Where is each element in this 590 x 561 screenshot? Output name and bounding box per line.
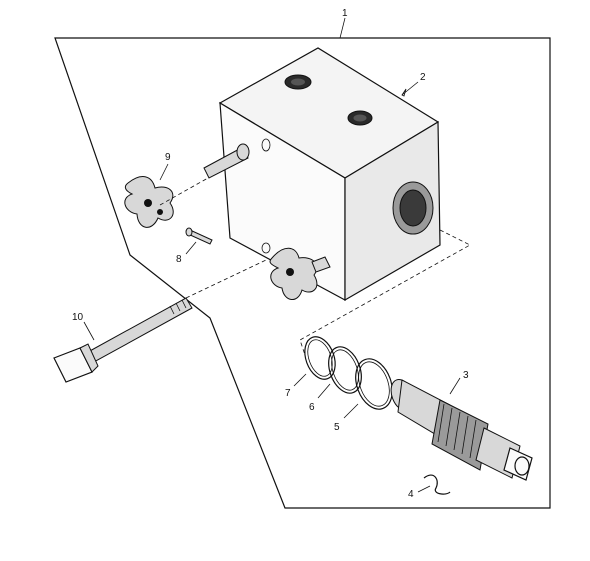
leader-3	[449, 377, 461, 395]
o-ring-7	[304, 336, 336, 380]
leader-1	[339, 17, 346, 39]
leader-4	[417, 485, 431, 493]
callout-2: 2	[420, 72, 426, 83]
pin-8	[185, 227, 213, 245]
leader-5	[343, 403, 359, 419]
callout-8: 8	[176, 254, 182, 265]
leader-7	[293, 373, 307, 387]
align-dash-1	[159, 177, 209, 206]
callout-1: 1	[342, 8, 348, 19]
leader-6	[317, 383, 331, 399]
callout-9: 9	[165, 152, 171, 163]
callout-10: 10	[72, 312, 84, 323]
leader-2	[401, 81, 419, 96]
align-dash-3	[299, 229, 471, 356]
o-ring-5	[355, 358, 393, 410]
knob-9	[124, 176, 174, 228]
align-dash-2	[185, 259, 267, 299]
assembly-outline	[54, 37, 551, 509]
callout-5: 5	[334, 422, 340, 433]
o-ring-6	[328, 346, 362, 394]
callout-4: 4	[408, 489, 414, 500]
clip-4	[423, 474, 451, 495]
leader-10	[83, 321, 95, 341]
leader-9	[159, 163, 169, 181]
bolt-10	[53, 297, 193, 383]
knob-lower	[269, 247, 331, 300]
callout-7: 7	[285, 388, 291, 399]
manifold-block	[203, 47, 441, 302]
callout-3: 3	[463, 370, 469, 381]
leader-8	[185, 241, 197, 255]
callout-6: 6	[309, 402, 315, 413]
cartridge-valve-3	[390, 379, 533, 481]
